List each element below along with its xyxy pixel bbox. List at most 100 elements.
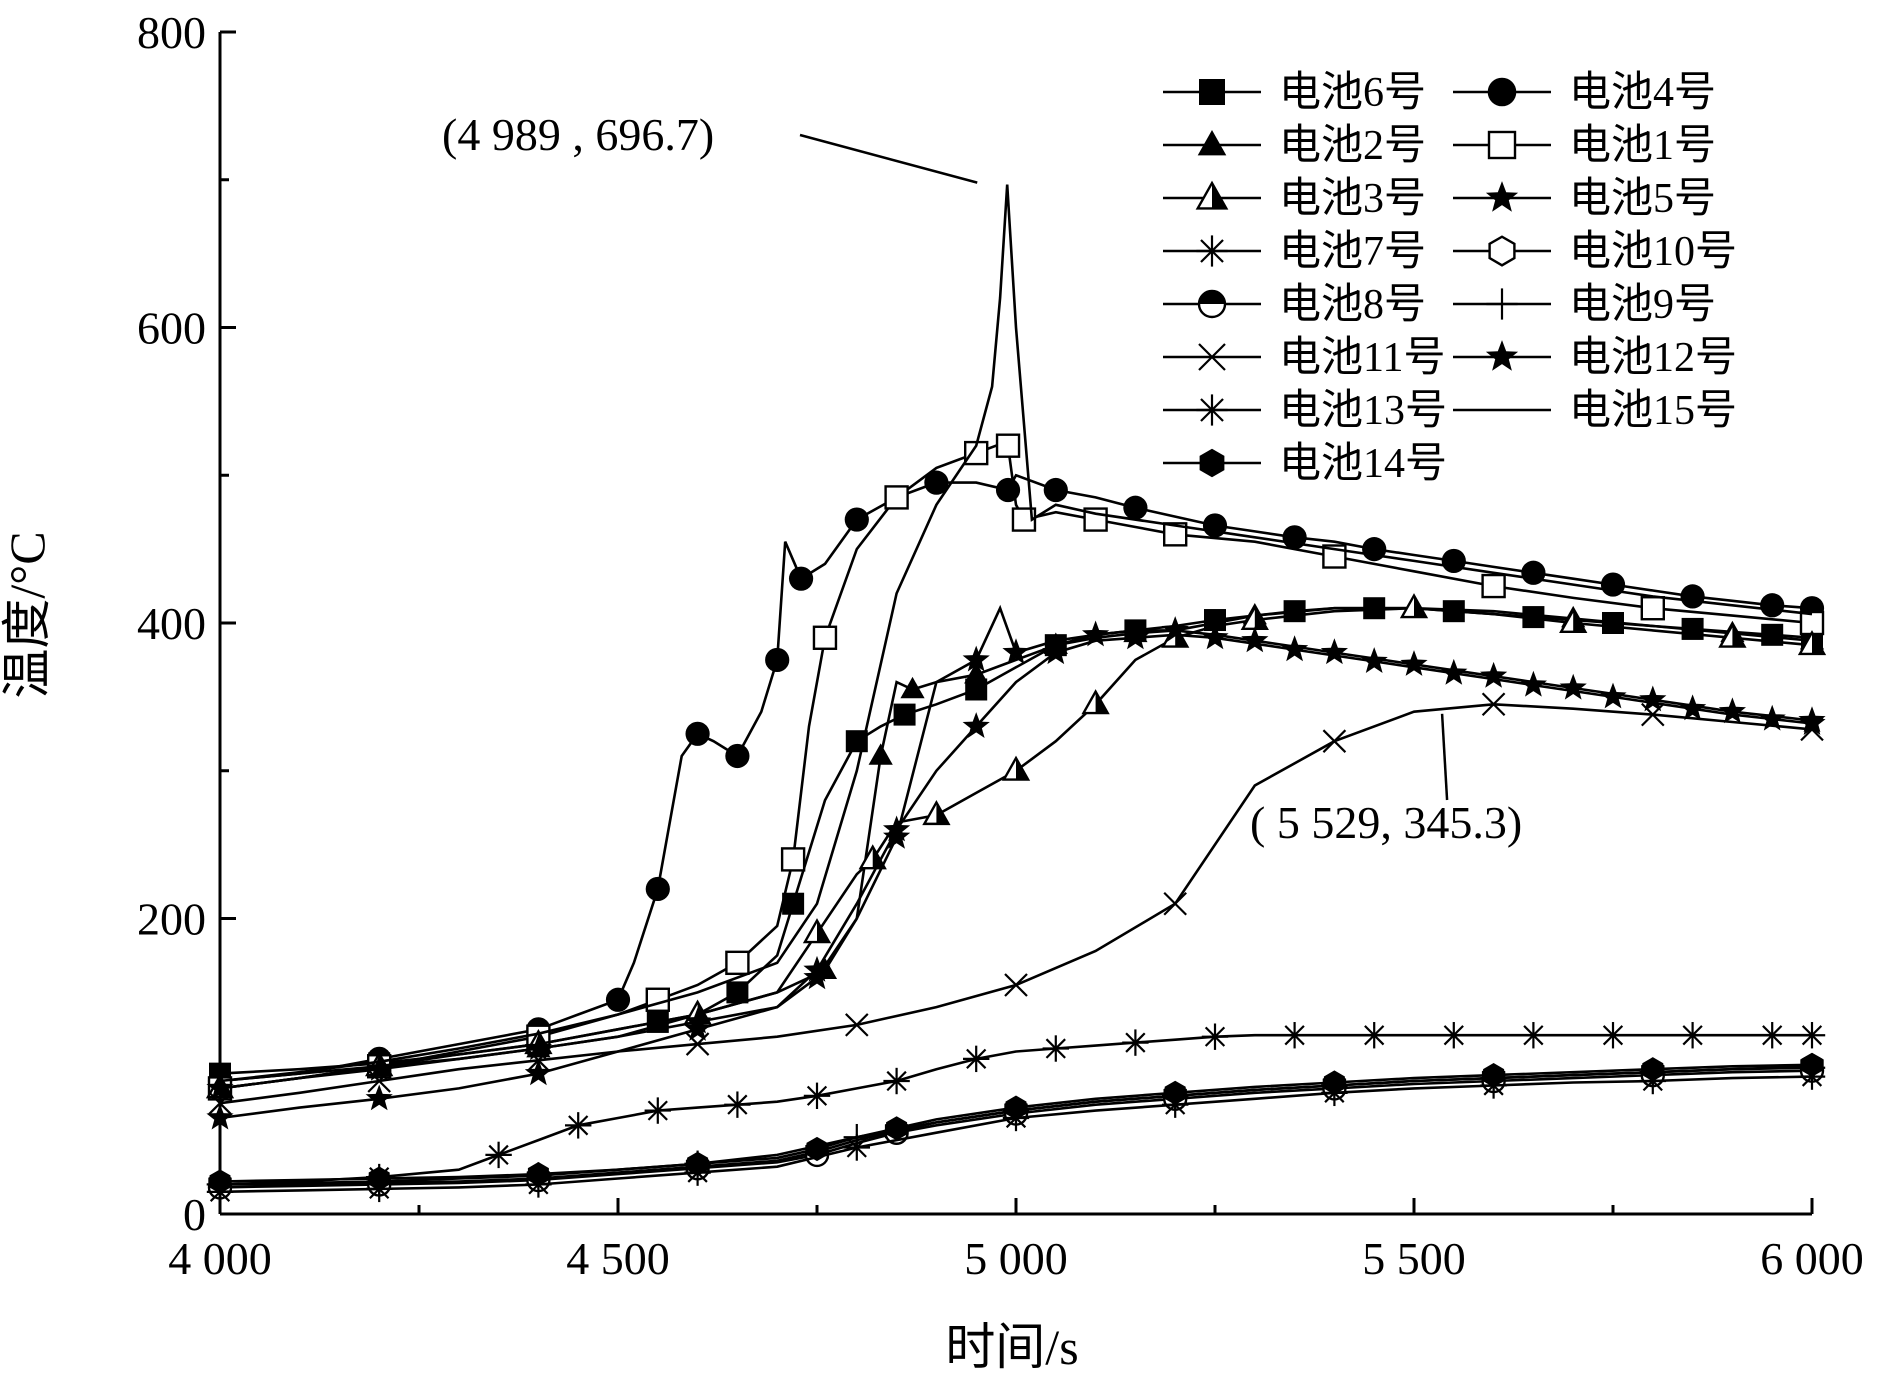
- marker: [1718, 697, 1746, 724]
- x-tick-label: 5 000: [964, 1233, 1068, 1284]
- marker: [995, 433, 1021, 458]
- marker: [568, 1115, 589, 1136]
- legend-label: 电池14号: [1279, 441, 1447, 487]
- legend-label: 电池10号: [1569, 229, 1737, 275]
- legend-item-8: 电池10号: [1453, 229, 1737, 275]
- marker: [645, 876, 670, 902]
- marker: [1480, 661, 1508, 688]
- marker: [725, 950, 750, 976]
- series-line: [219, 606, 1813, 1090]
- marker: [1016, 758, 1029, 780]
- marker: [726, 981, 749, 1004]
- series-line: [219, 1033, 1812, 1186]
- x-axis-title: 时间/s: [945, 1319, 1078, 1375]
- marker: [1680, 584, 1705, 609]
- marker: [1641, 702, 1665, 727]
- marker: [1199, 291, 1225, 304]
- marker: [1284, 1025, 1305, 1046]
- marker: [883, 815, 911, 842]
- marker: [1798, 709, 1826, 735]
- marker: [1123, 495, 1148, 520]
- y-axis-title: 温度/°C: [0, 531, 55, 698]
- marker: [1602, 1025, 1624, 1046]
- marker: [1043, 477, 1068, 503]
- marker: [1125, 1032, 1146, 1053]
- legend-item-12: 电池12号: [1453, 335, 1737, 381]
- marker: [1005, 1095, 1027, 1120]
- annotation-second: ( 5 529, 345.3): [1250, 797, 1522, 848]
- marker: [1485, 340, 1519, 371]
- marker: [727, 1094, 748, 1115]
- series-line: [219, 1069, 1813, 1189]
- marker: [365, 1054, 393, 1081]
- marker: [872, 846, 885, 869]
- series-line: [219, 1075, 1813, 1194]
- marker: [1488, 235, 1516, 267]
- marker: [1204, 1026, 1226, 1047]
- marker: [962, 645, 990, 672]
- legend-label: 电池15号: [1569, 388, 1737, 434]
- legend-label: 电池11号: [1279, 335, 1445, 381]
- y-tick-label: 800: [137, 7, 206, 58]
- legend-item-13: 电池13号: [1163, 388, 1447, 434]
- marker: [886, 1116, 908, 1141]
- marker: [1004, 973, 1028, 997]
- marker: [964, 662, 989, 684]
- marker: [1198, 343, 1226, 371]
- marker: [1522, 606, 1545, 629]
- marker: [1812, 632, 1825, 654]
- marker: [817, 920, 830, 943]
- marker: [1241, 626, 1269, 653]
- marker: [1254, 607, 1267, 629]
- x-tick-label: 4 000: [168, 1233, 272, 1284]
- marker: [844, 507, 869, 532]
- legend-item-14: 电池15号: [1453, 388, 1737, 434]
- marker: [365, 1084, 393, 1111]
- legend-item-4: 电池1号: [1453, 123, 1716, 169]
- series-line: [219, 633, 1813, 1120]
- marker: [1487, 130, 1517, 160]
- marker: [1162, 522, 1188, 547]
- marker: [1481, 573, 1506, 599]
- marker: [524, 1059, 552, 1086]
- series-2: [207, 470, 1825, 1094]
- y-tick-label: 400: [137, 598, 206, 649]
- marker: [1002, 638, 1030, 665]
- marker: [845, 1013, 869, 1037]
- marker: [1443, 1025, 1464, 1046]
- marker: [1281, 635, 1309, 662]
- marker: [1164, 1080, 1186, 1105]
- marker: [966, 1048, 987, 1069]
- marker: [936, 802, 949, 824]
- annotations: (4 989 , 696.7) ( 5 529, 345.3): [442, 109, 1522, 848]
- plot-area: [205, 184, 1827, 1206]
- marker: [524, 1034, 552, 1061]
- marker: [1322, 729, 1347, 753]
- marker: [1599, 682, 1627, 709]
- marker: [1282, 525, 1307, 550]
- marker: [1045, 1038, 1066, 1059]
- marker: [1360, 647, 1388, 673]
- marker: [1732, 625, 1745, 647]
- marker: [803, 955, 831, 982]
- series-line: [219, 1063, 1813, 1183]
- marker: [647, 1100, 668, 1121]
- legend-item-1: 电池6号: [1163, 70, 1426, 116]
- marker: [368, 1166, 390, 1191]
- marker: [806, 1085, 828, 1106]
- x-tick-label: 6 000: [1760, 1233, 1864, 1284]
- legend-label: 电池12号: [1569, 335, 1737, 381]
- marker: [1320, 638, 1348, 665]
- y-tick-label: 0: [183, 1189, 206, 1240]
- marker: [1201, 623, 1229, 650]
- marker: [367, 1069, 391, 1093]
- marker: [684, 1015, 712, 1041]
- marker: [1095, 691, 1108, 714]
- marker: [1362, 537, 1387, 562]
- marker: [1440, 658, 1468, 685]
- marker: [1175, 625, 1188, 647]
- marker: [645, 987, 670, 1012]
- legend-item-3: 电池2号: [1163, 123, 1426, 169]
- marker: [806, 1136, 828, 1162]
- marker: [965, 678, 988, 701]
